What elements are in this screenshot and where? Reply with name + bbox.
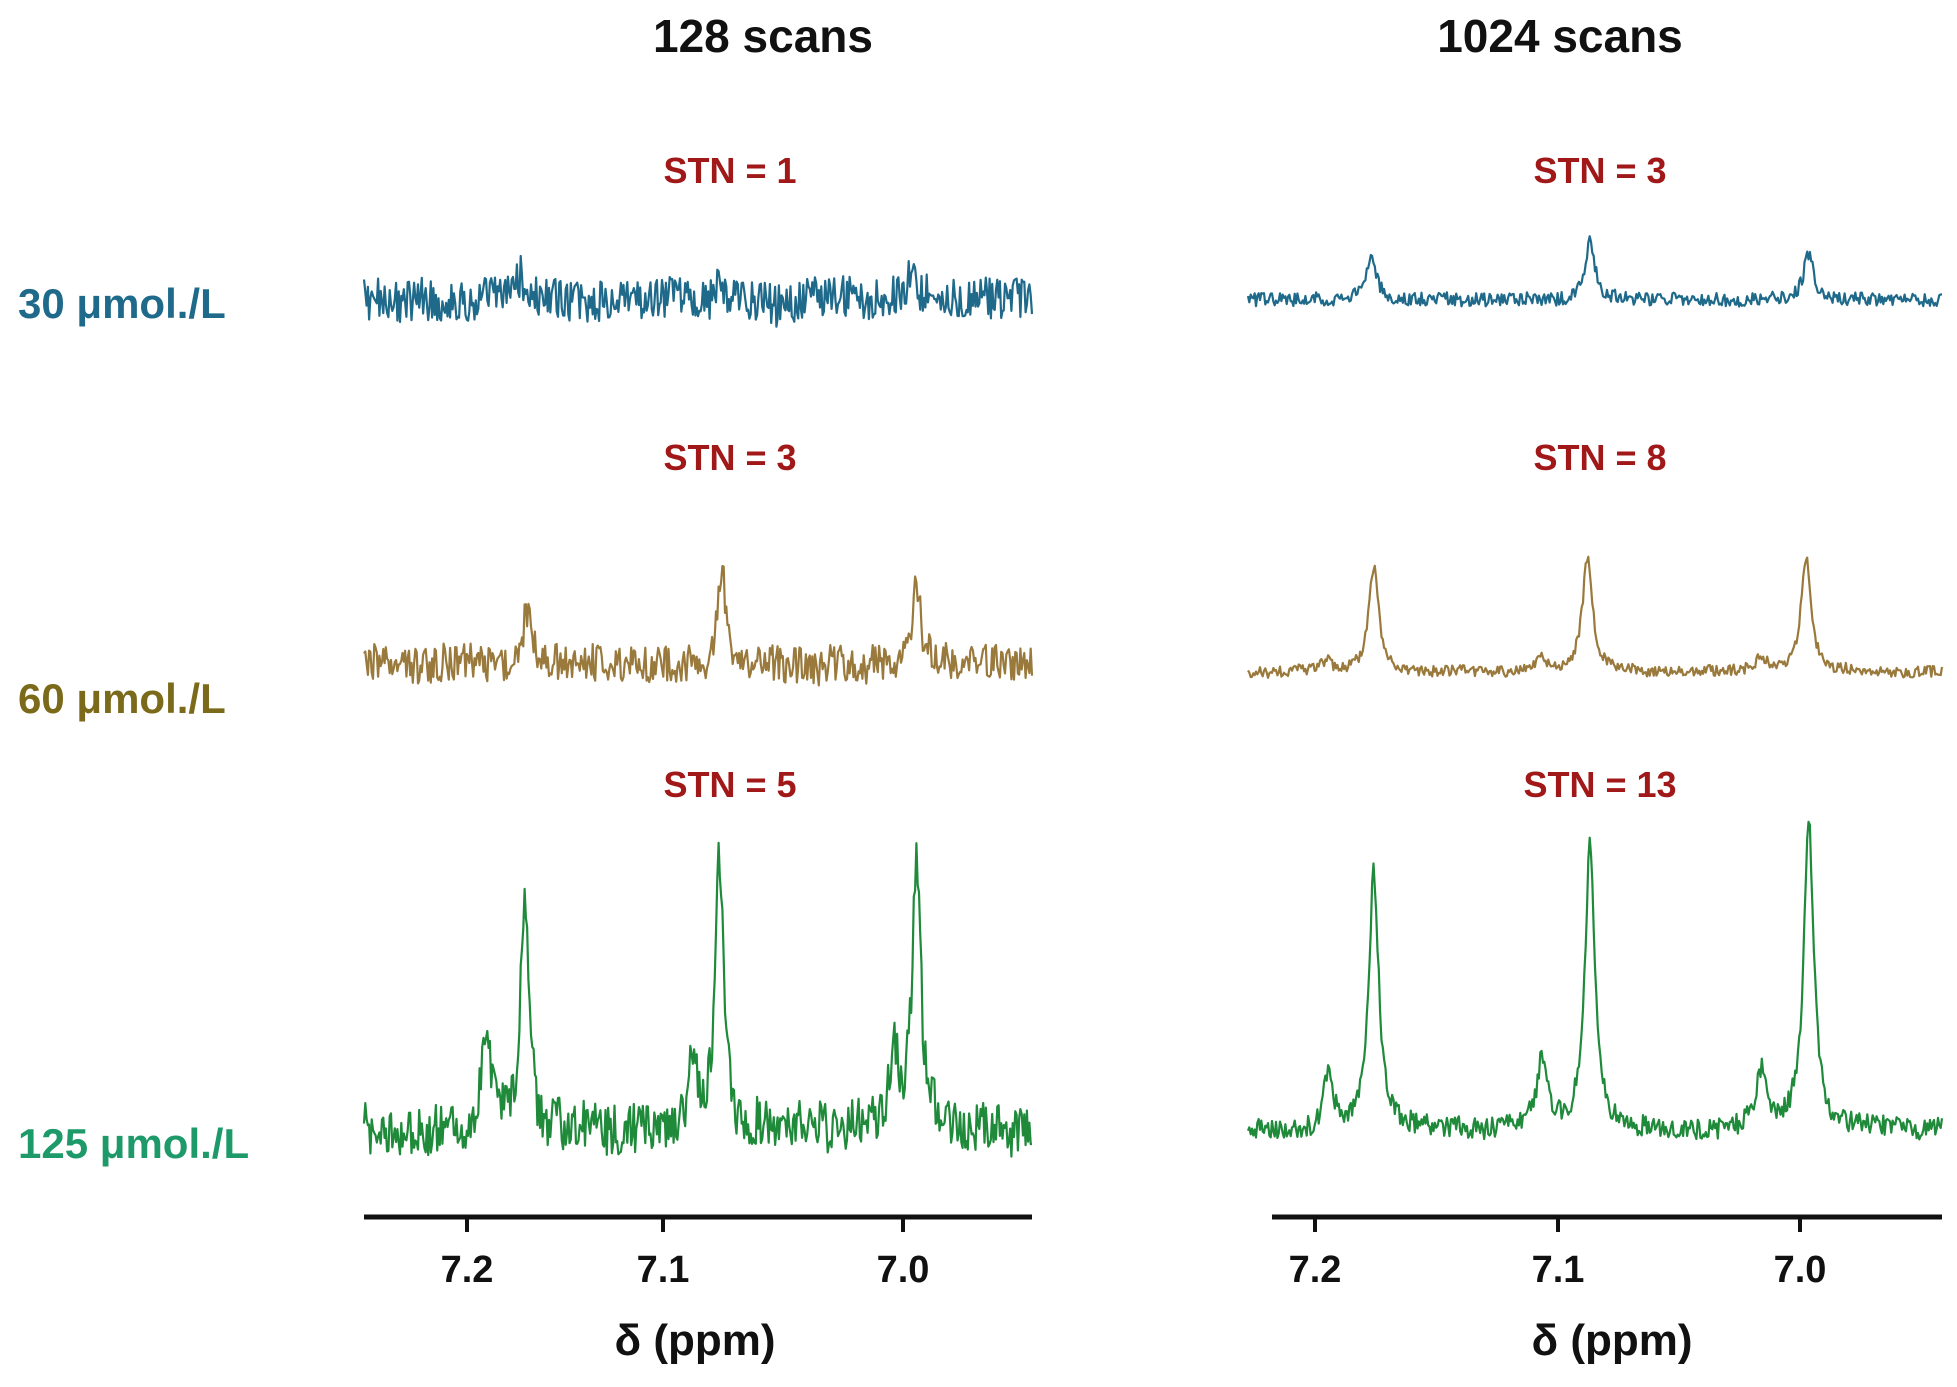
- panel-title-1024-scans: 1024 scans: [1437, 10, 1683, 62]
- x-tick-label-right-7.2: 7.2: [1289, 1249, 1342, 1291]
- x-tick-label-left-7.2: 7.2: [441, 1249, 494, 1291]
- spectrum-1024-scans-30: [1246, 235, 1943, 308]
- spectrum-128-scans-125: [362, 841, 1033, 1158]
- spectra-1024-scans: [1246, 235, 1944, 1141]
- x-axis-label-left: δ (ppm): [614, 1316, 775, 1365]
- x-axis-label-right: δ (ppm): [1531, 1316, 1692, 1365]
- stn-label-right-60: STN = 8: [1533, 437, 1666, 478]
- x-axis-128-scans: 7.2 7.1 7.0 δ (ppm): [364, 1214, 1032, 1365]
- panel-title-128-scans: 128 scans: [653, 10, 873, 62]
- spectrum-1024-scans-60: [1247, 555, 1944, 679]
- series-label-30: 30 μmol./L: [18, 280, 226, 327]
- spectrum-1024-scans-125: [1246, 820, 1944, 1141]
- stn-label-left-30: STN = 1: [663, 150, 796, 191]
- series-label-125: 125 μmol./L: [18, 1120, 249, 1167]
- stn-label-left-125: STN = 5: [663, 764, 796, 805]
- spectrum-128-scans-30: [362, 254, 1034, 328]
- spectrum-128-scans-60: [363, 565, 1034, 687]
- spectra-128-scans: [362, 254, 1034, 1158]
- x-tick-label-right-7.0: 7.0: [1774, 1249, 1827, 1291]
- x-axis-1024-scans: 7.2 7.1 7.0 δ (ppm): [1272, 1214, 1942, 1365]
- x-tick-label-left-7.1: 7.1: [637, 1249, 690, 1291]
- series-label-60: 60 μmol./L: [18, 675, 226, 722]
- x-tick-label-right-7.1: 7.1: [1532, 1249, 1585, 1291]
- stn-label-right-30: STN = 3: [1533, 150, 1666, 191]
- stn-label-right-125: STN = 13: [1523, 764, 1676, 805]
- x-tick-label-left-7.0: 7.0: [877, 1249, 930, 1291]
- stn-label-left-60: STN = 3: [663, 437, 796, 478]
